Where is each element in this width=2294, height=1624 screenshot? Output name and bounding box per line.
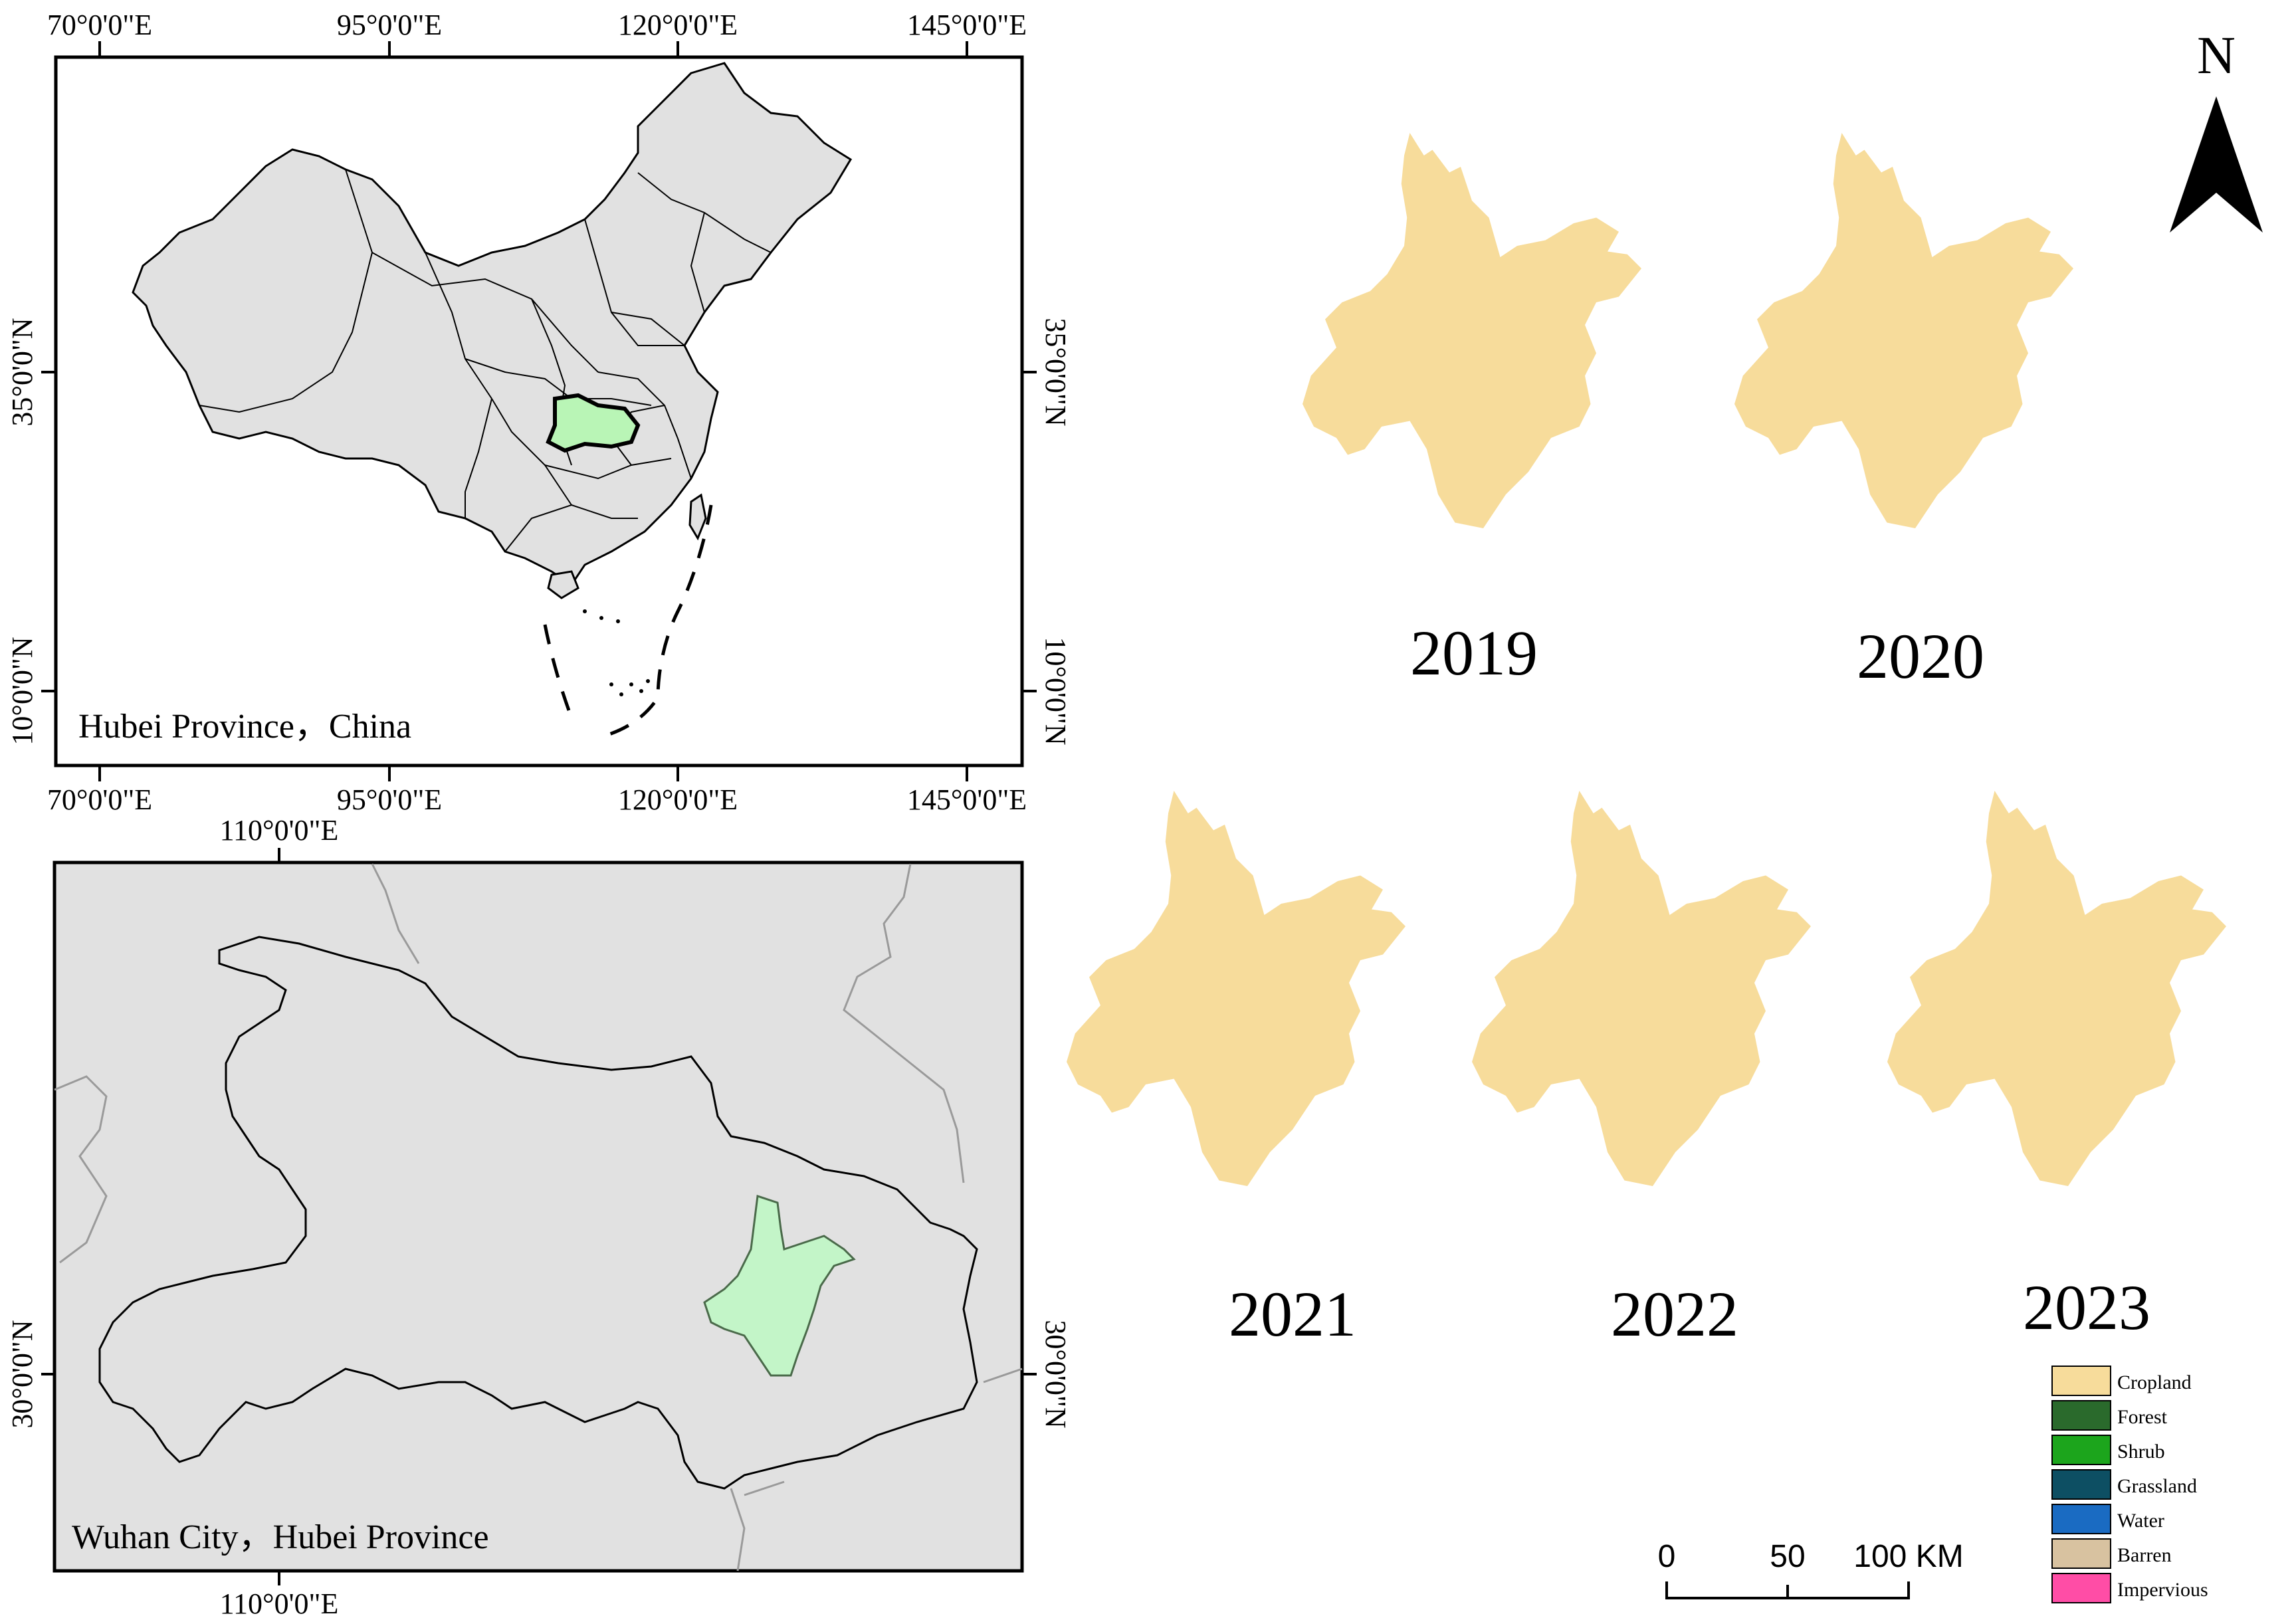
china-map-graticule-ticks: [41, 41, 1037, 781]
land-cover-legend: Cropland Forest Shrub Grassland Water Barren I…: [2051, 1366, 2208, 1603]
legend-swatch-grassland: [2051, 1469, 2111, 1500]
neighbor-province-boundaries: [54, 863, 1023, 1572]
year-label-2022: 2022: [1611, 1278, 1738, 1350]
south-china-sea-islands: [583, 609, 650, 696]
legend-swatch-shrub: [2051, 1435, 2111, 1465]
legend-label-cropland: Cropland: [2117, 1371, 2192, 1393]
north-arrow: N: [2170, 27, 2263, 233]
china-top-tick-3: 120°0'0"E: [618, 9, 738, 41]
hubei-top-tick: 110°0'0"E: [220, 814, 339, 847]
hubei-left-tick: 30°0'0"N: [6, 1320, 39, 1428]
legend-swatch-cropland: [2051, 1366, 2111, 1396]
year-map-2022: [1472, 791, 1811, 1186]
scale-bar: 0 50 100 KM: [1658, 1539, 1964, 1599]
scale-bar-tick-100: 100 KM: [1853, 1539, 1963, 1574]
hubei-locator-map: 110°0'0"E 110°0'0"E 30°0'0"N 30°0'0"N Wu…: [6, 814, 1072, 1620]
legend-label-grassland: Grassland: [2117, 1475, 2197, 1497]
legend-label-forest: Forest: [2117, 1406, 2168, 1428]
legend-label-shrub: Shrub: [2117, 1441, 2165, 1463]
china-top-tick-4: 145°0'0"E: [907, 9, 1027, 41]
china-top-tick-2: 95°0'0"E: [337, 9, 442, 41]
china-top-tick-1: 70°0'0"E: [47, 9, 152, 41]
year-label-2023: 2023: [2023, 1272, 2150, 1343]
north-arrow-label: N: [2197, 27, 2236, 85]
legend-swatch-forest: [2051, 1400, 2111, 1431]
legend-label-barren: Barren: [2117, 1544, 2172, 1566]
china-right-tick-2: 10°0'0"N: [1039, 637, 1072, 745]
scale-bar-tick-0: 0: [1658, 1539, 1676, 1574]
china-left-tick-2: 10°0'0"N: [6, 637, 39, 745]
hubei-bottom-tick: 110°0'0"E: [220, 1587, 339, 1620]
hubei-right-tick: 30°0'0"N: [1039, 1320, 1072, 1428]
year-map-2021: [1067, 791, 1406, 1186]
china-map-caption: Hubei Province，China: [78, 708, 411, 746]
wuhan-highlight: [703, 1194, 856, 1377]
scale-bar-tick-50: 50: [1770, 1539, 1805, 1574]
china-right-tick-1: 35°0'0"N: [1039, 318, 1072, 426]
china-bottom-tick-2: 95°0'0"E: [337, 783, 442, 816]
hainan-island: [547, 570, 579, 599]
china-locator-map: 70°0'0"E 95°0'0"E 120°0'0"E 145°0'0"E 70…: [6, 9, 1072, 816]
taiwan-island: [688, 493, 707, 541]
year-label-2021: 2021: [1229, 1278, 1356, 1350]
year-map-2023: [1887, 791, 2226, 1186]
legend-swatch-impervious: [2051, 1573, 2111, 1603]
year-label-2019: 2019: [1410, 617, 1538, 688]
china-province-boundaries: [199, 169, 772, 552]
legend-label-impervious: Impervious: [2117, 1579, 2208, 1601]
china-landmass: [132, 62, 853, 587]
china-bottom-tick-1: 70°0'0"E: [47, 783, 152, 816]
china-bottom-tick-3: 120°0'0"E: [618, 783, 738, 816]
year-map-2020: [1734, 133, 2073, 528]
hubei-map-caption: Wuhan City，Hubei Province: [72, 1518, 489, 1556]
hubei-map-graticule-ticks: [41, 848, 1037, 1585]
china-bottom-tick-4: 145°0'0"E: [907, 783, 1027, 816]
south-china-sea-dashes: [543, 504, 713, 740]
hubei-highlight: [546, 393, 641, 453]
legend-swatch-barren: [2051, 1538, 2111, 1569]
legend-label-water: Water: [2117, 1510, 2164, 1532]
north-arrow-icon: [2170, 96, 2263, 233]
china-left-tick-1: 35°0'0"N: [6, 318, 39, 426]
legend-swatch-water: [2051, 1504, 2111, 1534]
year-label-2020: 2020: [1857, 621, 1984, 692]
year-map-2019: [1303, 133, 1641, 528]
